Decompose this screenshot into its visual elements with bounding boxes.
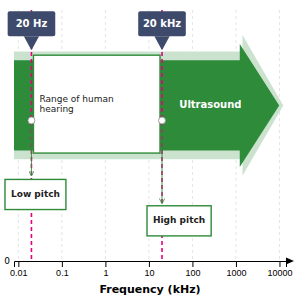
callout-label: 20 kHz bbox=[143, 18, 181, 29]
x-tick-mark bbox=[62, 261, 63, 267]
x-tick: 100 bbox=[185, 261, 200, 278]
x-tick-label: 10000 bbox=[267, 268, 292, 278]
connector bbox=[162, 124, 163, 203]
hearing-range-box bbox=[33, 55, 160, 153]
x-tick: 0.1 bbox=[56, 261, 69, 278]
pitch-label: High pitch bbox=[153, 215, 205, 225]
axis-origin-label: 0 bbox=[4, 256, 10, 266]
callout: 20 Hz bbox=[8, 11, 56, 50]
x-tick-mark bbox=[192, 261, 193, 267]
callout-pointer bbox=[24, 36, 39, 50]
hearing-label-line: hearing bbox=[39, 104, 73, 114]
callout-pointer bbox=[154, 36, 169, 50]
hearing-label: Range of humanhearing bbox=[39, 94, 113, 114]
band-arrow-light bbox=[14, 35, 283, 176]
x-tick-mark bbox=[18, 261, 19, 267]
plot-area bbox=[14, 10, 283, 261]
range-point bbox=[28, 117, 35, 124]
connector bbox=[31, 124, 32, 175]
x-tick-label: 0.01 bbox=[10, 268, 28, 278]
x-tick-mark bbox=[149, 261, 150, 267]
x-tick-label: 10 bbox=[144, 268, 154, 278]
range-points bbox=[28, 117, 166, 124]
pitch-box: High pitch bbox=[147, 206, 211, 236]
annotations: Range of humanhearing Ultrasound Low pitch… bbox=[5, 11, 242, 236]
plot: Range of humanhearing Ultrasound Low pitch… bbox=[4, 10, 294, 296]
callout-box bbox=[8, 11, 56, 36]
x-axis-line bbox=[15, 262, 287, 268]
pitch-box: Low pitch bbox=[5, 179, 66, 209]
x-tick: 0.01 bbox=[10, 261, 28, 278]
x-tick-label: 100 bbox=[185, 268, 200, 278]
x-tick: 10 bbox=[144, 261, 154, 278]
callout-label: 20 Hz bbox=[16, 18, 48, 29]
range-point bbox=[159, 117, 166, 124]
pitch-box-frame bbox=[5, 179, 66, 209]
hearing-label-line: Range of human bbox=[39, 94, 113, 104]
x-tick-label: 0.1 bbox=[56, 268, 69, 278]
frequency-lines bbox=[31, 10, 162, 261]
x-axis: 0.01 0.1 1 10 100 1000 10000 bbox=[10, 261, 292, 278]
callout-box bbox=[138, 11, 186, 36]
callout: 20 kHz bbox=[138, 11, 186, 50]
pitch-box-frame bbox=[147, 206, 211, 236]
x-tick-label: 1000 bbox=[226, 268, 246, 278]
x-tick: 1 bbox=[103, 261, 108, 278]
chart: Range of humanhearing Ultrasound Low pitch… bbox=[0, 0, 304, 299]
x-tick: 1000 bbox=[226, 261, 246, 278]
x-axis-arrow bbox=[286, 258, 294, 265]
x-axis-title: Frequency (kHz) bbox=[99, 283, 200, 296]
ultrasound-label: Ultrasound bbox=[179, 99, 241, 110]
band-arrow bbox=[14, 44, 279, 167]
grid-line bbox=[279, 10, 280, 261]
x-tick-label: 1 bbox=[103, 268, 108, 278]
x-tick-mark bbox=[236, 261, 237, 267]
x-tick-mark bbox=[105, 261, 106, 267]
pitch-label: Low pitch bbox=[11, 189, 60, 199]
x-tick-mark bbox=[279, 261, 280, 267]
x-tick: 10000 bbox=[267, 261, 292, 278]
